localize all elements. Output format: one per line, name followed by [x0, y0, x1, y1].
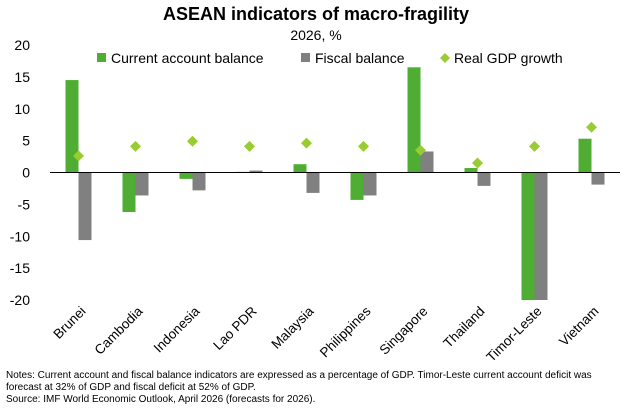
- gdp-growth-marker-singapore: [415, 144, 426, 156]
- bar-chart: -20 -15 -10 -5 0 5 10 15 20 Brunei Cambodia Indone…: [10, 37, 620, 365]
- fiscal-balance-bar-thailand: [477, 172, 491, 186]
- y-tick-label: 5: [22, 133, 30, 149]
- fiscal-balance-bar-singapore: [420, 151, 434, 173]
- category-label: Indonesia: [151, 303, 203, 355]
- fiscal-balance-bar-malaysia: [306, 172, 320, 193]
- current-account-bar-timor-leste: [521, 172, 535, 300]
- legend-label: Current account balance: [111, 50, 264, 66]
- legend-label: Real GDP growth: [454, 50, 563, 66]
- fiscal-balance-bar-timor-leste: [534, 172, 548, 300]
- x-axis-labels: Brunei Cambodia Indonesia Lao PDR Malaysia Ph…: [50, 303, 601, 365]
- category-label: Philippines: [317, 303, 374, 360]
- gdp-growth-marker-timor-leste: [529, 140, 540, 152]
- y-axis-ticks: -20 -15 -10 -5 0 5 10 15 20: [10, 37, 30, 308]
- category-label: Malaysia: [268, 303, 317, 352]
- y-tick-label: -15: [10, 260, 30, 276]
- category-label: Timor-Leste: [483, 304, 544, 365]
- chart-title: ASEAN indicators of macro-fragility: [162, 4, 470, 24]
- y-tick-label: 10: [14, 101, 30, 117]
- current-account-bar-brunei: [65, 80, 79, 173]
- y-tick-label: -5: [18, 196, 31, 212]
- current-account-bar-philippines: [350, 172, 364, 200]
- gdp-growth-marker-philippines: [358, 140, 369, 152]
- category-label: Lao PDR: [210, 303, 260, 353]
- gdp-growth-marker-cambodia: [130, 140, 141, 152]
- gdp-growth-marker-indonesia: [187, 135, 198, 147]
- y-tick-label: -20: [10, 292, 30, 308]
- note-line: Notes: Current account and fiscal balanc…: [6, 370, 592, 381]
- category-label: Singapore: [376, 304, 430, 358]
- legend-swatch: [440, 53, 450, 63]
- bars-layer: [65, 67, 605, 300]
- category-label: Brunei: [50, 304, 88, 342]
- gdp-growth-marker-lao-pdr: [244, 140, 255, 152]
- fiscal-balance-bar-lao-pdr: [249, 170, 263, 173]
- gdp-growth-marker-vietnam: [586, 121, 597, 133]
- notes: Notes: Current account and fiscal balanc…: [6, 370, 630, 406]
- current-account-bar-vietnam: [578, 138, 592, 173]
- gdp-growth-marker-malaysia: [301, 137, 312, 149]
- fiscal-balance-bar-philippines: [363, 172, 377, 196]
- current-account-bar-singapore: [407, 67, 421, 173]
- legend-swatch: [301, 53, 310, 62]
- y-tick-label: 0: [22, 165, 30, 181]
- current-account-bar-indonesia: [179, 172, 193, 179]
- fiscal-balance-bar-indonesia: [192, 172, 206, 191]
- chart-subtitle: 2026, %: [290, 27, 342, 43]
- y-tick-label: 20: [14, 37, 30, 53]
- y-tick-label: 15: [14, 69, 30, 85]
- source-line: Source: IMF World Economic Outlook, Apri…: [6, 394, 316, 405]
- category-label: Vietnam: [556, 304, 601, 349]
- fiscal-balance-bar-vietnam: [591, 172, 605, 185]
- current-account-bar-cambodia: [122, 172, 136, 213]
- y-tick-label: -10: [10, 228, 30, 244]
- legend: Current account balance Fiscal balance Rea…: [97, 50, 563, 66]
- gdp-growth-marker-thailand: [472, 157, 483, 169]
- category-label: Thailand: [440, 304, 487, 351]
- gdp-growth-marker-brunei: [73, 150, 84, 162]
- current-account-bar-malaysia: [293, 164, 307, 173]
- current-account-bar-thailand: [464, 168, 478, 173]
- markers-layer: [73, 121, 597, 169]
- fiscal-balance-bar-brunei: [78, 172, 92, 241]
- category-label: Cambodia: [91, 303, 145, 357]
- note-line: forecast at 32% of GDP and fiscal defici…: [6, 382, 256, 393]
- legend-label: Fiscal balance: [315, 50, 405, 66]
- legend-swatch: [97, 53, 106, 62]
- fiscal-balance-bar-cambodia: [135, 172, 149, 196]
